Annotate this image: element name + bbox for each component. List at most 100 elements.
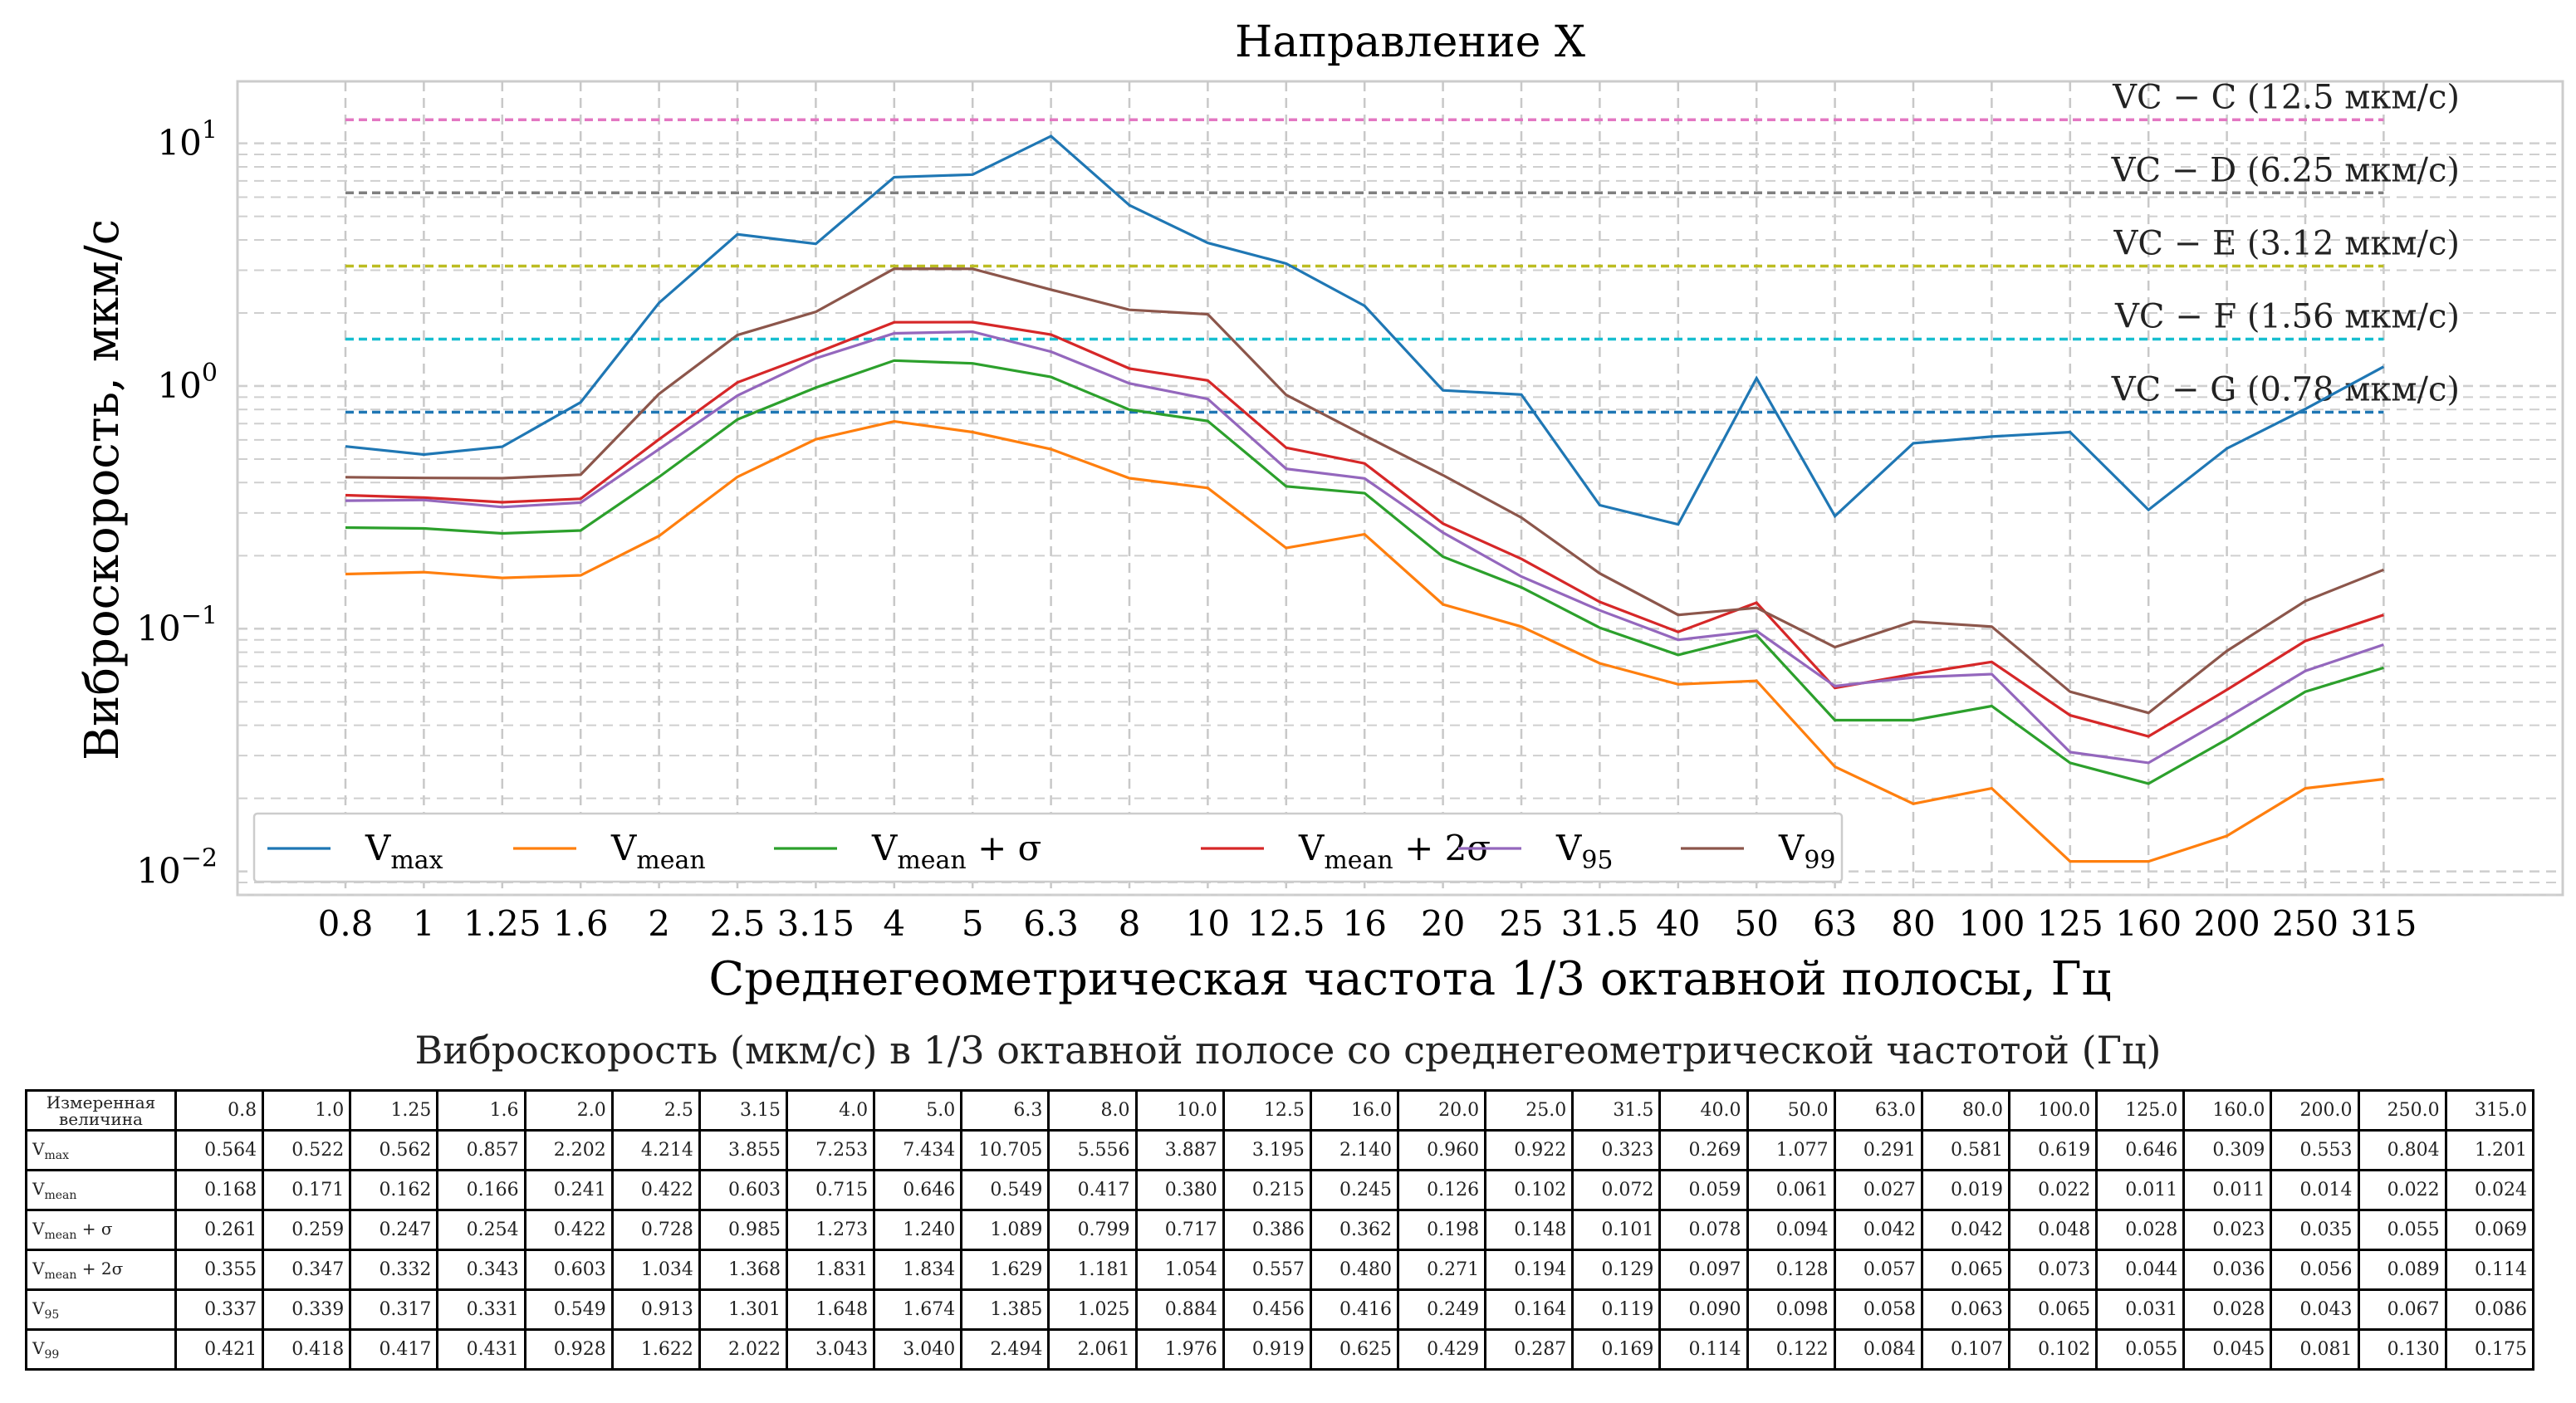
legend-entry: Vmean + σ — [871, 828, 1041, 875]
table-cell: 1.181 — [1047, 1249, 1138, 1291]
table-cell: 0.011 — [2095, 1169, 2186, 1211]
table-cell: 1.301 — [698, 1288, 788, 1331]
x-tick-label: 160 — [2115, 903, 2182, 944]
table-cell: 0.549 — [960, 1169, 1050, 1211]
table-header-cell: 250.0 — [2357, 1089, 2447, 1132]
table-cell: 0.291 — [1833, 1129, 1923, 1171]
table-cell: 0.072 — [1571, 1169, 1662, 1211]
table-cell: 1.273 — [785, 1209, 876, 1251]
table-cell: 0.078 — [1658, 1209, 1749, 1251]
table-cell: 0.717 — [1134, 1209, 1225, 1251]
table-header-cell: 200.0 — [2270, 1089, 2360, 1132]
table-cell: 1.054 — [1134, 1249, 1225, 1291]
table-cell: 0.362 — [1309, 1209, 1399, 1251]
table-cell: 0.057 — [1833, 1249, 1923, 1291]
table-header-cell: 2.5 — [610, 1089, 701, 1132]
table-cell: 0.101 — [1571, 1209, 1662, 1251]
table-cell: 0.417 — [1047, 1169, 1138, 1211]
table-header-cell: 0.8 — [174, 1089, 265, 1132]
table-cell: 0.417 — [349, 1328, 439, 1371]
table-cell: 0.646 — [2095, 1129, 2186, 1171]
table-cell: 0.380 — [1134, 1169, 1225, 1211]
table-cell: 1.240 — [873, 1209, 963, 1251]
reference-line-label: VC − D (6.25 мкм/с) — [2111, 151, 2460, 189]
x-tick-label: 16 — [1342, 903, 1386, 944]
series-line — [345, 320, 2384, 738]
table-cell: 0.063 — [1920, 1288, 2010, 1331]
table-cell: 7.253 — [785, 1129, 876, 1171]
table-cell: 0.922 — [1484, 1129, 1574, 1171]
table-cell: 0.048 — [2007, 1209, 2099, 1251]
table-cell: 0.164 — [1484, 1288, 1574, 1331]
table-cell: 3.887 — [1134, 1129, 1225, 1171]
table-cell: 0.241 — [523, 1169, 614, 1211]
x-tick-label: 50 — [1734, 903, 1778, 944]
x-tick-label: 1.25 — [463, 903, 541, 944]
table-cell: 0.081 — [2270, 1328, 2360, 1371]
table-header-cell: 31.5 — [1571, 1089, 1662, 1132]
x-tick-label: 20 — [1421, 903, 1465, 944]
table-cell: 0.562 — [349, 1129, 439, 1171]
table-cell: 0.126 — [1396, 1169, 1487, 1211]
table-cell: 0.522 — [262, 1129, 352, 1171]
table-header-cell: 6.3 — [960, 1089, 1050, 1132]
table-cell: 0.247 — [349, 1209, 439, 1251]
table-header-cell: 160.0 — [2182, 1089, 2273, 1132]
table-cell: 0.619 — [2007, 1129, 2099, 1171]
x-axis-label: Среднегеометрическая частота 1/3 октавно… — [708, 952, 2111, 1006]
series-line — [345, 267, 2384, 715]
table-row-label: V95 — [25, 1288, 177, 1331]
table-cell: 0.065 — [1920, 1249, 2010, 1291]
table-cell: 3.855 — [698, 1129, 788, 1171]
x-tick-label: 250 — [2272, 903, 2338, 944]
table-cell: 0.355 — [174, 1249, 265, 1291]
table-header-label: Измеренная величина — [25, 1089, 177, 1132]
table-cell: 0.023 — [2182, 1209, 2273, 1251]
table-cell: 0.323 — [1571, 1129, 1662, 1171]
table-cell: 0.799 — [1047, 1209, 1138, 1251]
series-line — [345, 134, 2385, 526]
table-cell: 0.422 — [523, 1209, 614, 1251]
table-cell: 0.480 — [1309, 1249, 1399, 1291]
table-cell: 1.834 — [873, 1249, 963, 1291]
table-row: Vmax 0.564 0.522 0.562 0.857 2.202 4.214 3.855 7… — [25, 1129, 2535, 1171]
table-cell: 0.386 — [1222, 1209, 1312, 1251]
table-cell: 0.166 — [436, 1169, 526, 1211]
table-row-label: V99 — [25, 1328, 177, 1371]
y-axis-label: Виброскорость, мкм/с — [76, 219, 130, 760]
x-tick-label: 10 — [1186, 903, 1230, 944]
table-cell: 0.603 — [698, 1169, 788, 1211]
table-header-cell: 1.6 — [436, 1089, 526, 1132]
table-header-cell: 1.25 — [349, 1089, 439, 1132]
table-cell: 0.339 — [262, 1288, 352, 1331]
table-row-label: Vmax — [25, 1129, 177, 1171]
table-cell: 0.114 — [2444, 1249, 2535, 1291]
table-cell: 0.019 — [1920, 1169, 2010, 1211]
table-cell: 3.040 — [873, 1328, 963, 1371]
series-line — [345, 330, 2384, 765]
table-cell: 1.831 — [785, 1249, 876, 1291]
table-cell: 0.337 — [174, 1288, 265, 1331]
table-cell: 0.122 — [1746, 1328, 1836, 1371]
table-cell: 0.416 — [1309, 1288, 1399, 1331]
table-cell: 0.067 — [2357, 1288, 2447, 1331]
table-cell: 0.128 — [1746, 1249, 1836, 1291]
table-row-label: Vmean + σ — [25, 1209, 177, 1251]
table-cell: 0.065 — [2007, 1288, 2099, 1331]
x-tick-label: 80 — [1891, 903, 1935, 944]
table-cell: 0.090 — [1658, 1288, 1749, 1331]
table-cell: 0.028 — [2182, 1288, 2273, 1331]
table-cell: 0.086 — [2444, 1288, 2535, 1331]
table-cell: 0.129 — [1571, 1249, 1662, 1291]
chart-title: Направление X — [1235, 17, 1585, 67]
x-tick-label: 8 — [1119, 903, 1141, 944]
reference-line-label: VC − E (3.12 мкм/с) — [2113, 225, 2460, 263]
table-cell: 0.028 — [2095, 1209, 2186, 1251]
reference-line-label: VC − G (0.78 мкм/с) — [2111, 371, 2460, 409]
table-cell: 0.084 — [1833, 1328, 1923, 1371]
table-header-row: Измеренная величина 0.8 1.0 1.25 1.6 2.0 2.5 3… — [25, 1089, 2535, 1132]
table-cell: 3.043 — [785, 1328, 876, 1371]
x-tick-label: 200 — [2194, 903, 2260, 944]
table-cell: 0.728 — [610, 1209, 701, 1251]
table-cell: 1.976 — [1134, 1328, 1225, 1371]
